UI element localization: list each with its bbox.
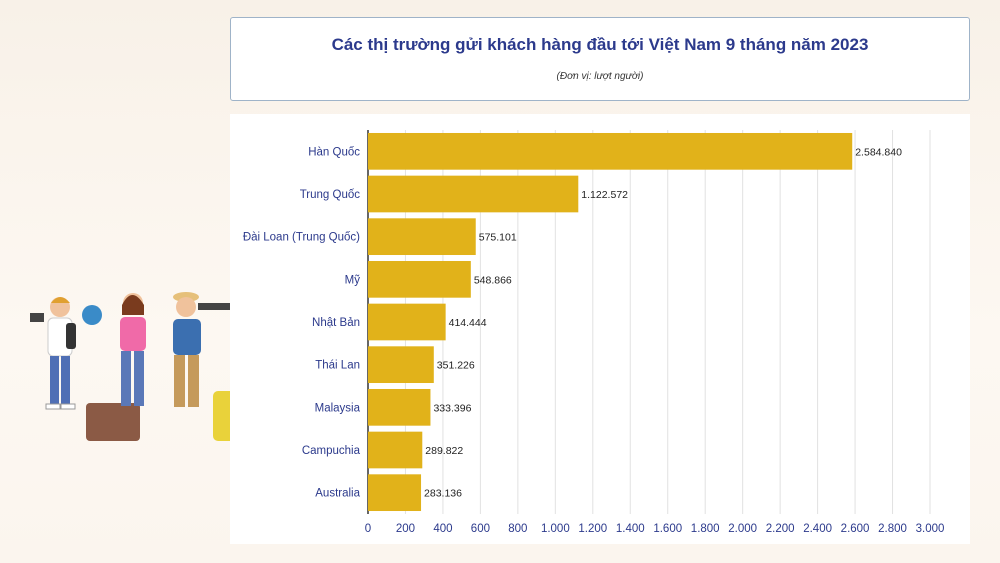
suitcase-brown (86, 403, 140, 441)
bar (368, 175, 579, 213)
bar-chart: 0 200 400 600 800 1.000 1.200 1.400 1.600 1.800 2.… (243, 130, 945, 535)
chart-subtitle: (Đơn vị: lượt người) (556, 71, 644, 82)
title-box: Các thị trường gửi khách hàng đầu tới Vi… (230, 17, 970, 101)
data-label: 414.444 (449, 317, 487, 329)
x-tick-label: 0 (365, 523, 371, 535)
bar (368, 431, 423, 469)
data-label: 283.136 (424, 488, 462, 500)
data-label: 548.866 (474, 274, 512, 286)
x-tick-label: 1.200 (578, 523, 607, 535)
x-tick-label: 2.000 (728, 523, 757, 535)
category-label: Campuchia (302, 445, 361, 457)
x-tick-label: 3.000 (916, 523, 945, 535)
data-label: 333.396 (433, 402, 471, 414)
data-label: 1.122.572 (581, 189, 628, 201)
bar (368, 474, 422, 512)
x-tick-label: 1.400 (616, 523, 645, 535)
x-tick-label: 1.800 (691, 523, 720, 535)
data-label: 2.584.840 (855, 146, 902, 158)
category-label: Mỹ (345, 274, 361, 286)
category-label: Trung Quốc (300, 189, 361, 201)
data-label: 289.822 (425, 445, 463, 457)
x-tick-label: 800 (508, 523, 527, 535)
tourist-1-figure (30, 297, 102, 410)
x-tick-label: 1.000 (541, 523, 570, 535)
x-tick-label: 2.600 (841, 523, 870, 535)
category-label: Thái Lan (315, 360, 360, 372)
bar (368, 303, 446, 341)
x-tick-label: 2.200 (766, 523, 795, 535)
category-label: Australia (315, 488, 360, 500)
category-label: Hàn Quốc (308, 146, 360, 158)
category-label: Malaysia (315, 402, 361, 414)
chart-title: Các thị trường gửi khách hàng đầu tới Vi… (331, 35, 869, 54)
chart-panel: 0 200 400 600 800 1.000 1.200 1.400 1.600 1.800 2.… (230, 114, 970, 544)
bar (368, 388, 431, 426)
category-label: Nhật Bản (312, 317, 360, 329)
x-tick-label: 400 (433, 523, 452, 535)
data-label: 351.226 (437, 360, 475, 372)
data-label: 575.101 (479, 232, 517, 244)
tourist-2-figure (120, 293, 146, 406)
bar (368, 132, 853, 170)
tourist-3-figure (173, 292, 236, 407)
bar (368, 260, 471, 298)
x-tick-label: 600 (471, 523, 490, 535)
x-tick-label: 2.400 (803, 523, 832, 535)
bar (368, 346, 434, 384)
x-tick-label: 1.600 (653, 523, 682, 535)
bar (368, 218, 476, 256)
category-label: Đài Loan (Trung Quốc) (243, 232, 360, 244)
x-tick-label: 200 (396, 523, 415, 535)
x-tick-label: 2.800 (878, 523, 907, 535)
